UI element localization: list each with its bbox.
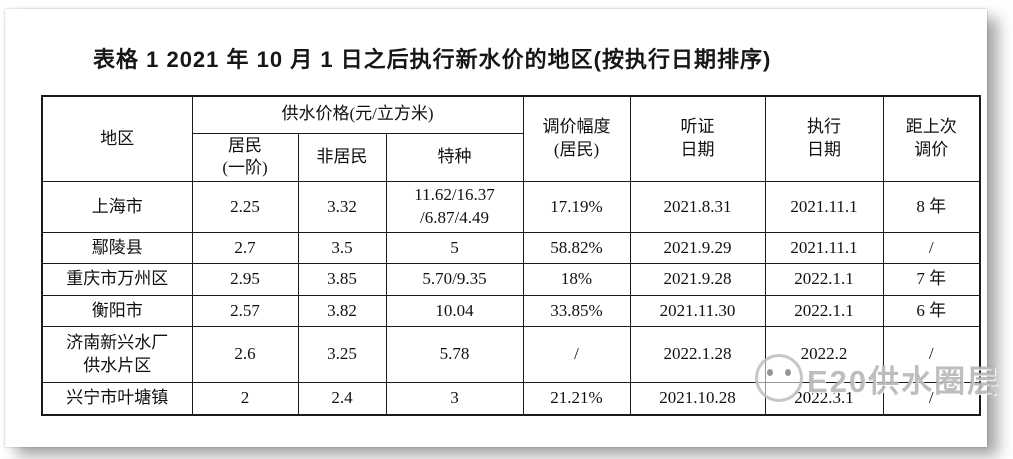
cell-effective-date: 2022.3.1 xyxy=(764,382,884,416)
cell-hearing-date: 2021.9.29 xyxy=(629,232,766,265)
cell-effective-date: 2021.11.1 xyxy=(764,181,884,234)
cell-adjustment: 21.21% xyxy=(522,382,631,416)
cell-special-price: 5 xyxy=(385,232,524,265)
header-special: 特种 xyxy=(385,132,524,183)
table-row: 兴宁市叶塘镇 2 2.4 3 21.21% 2021.10.28 2022.3.… xyxy=(41,382,981,416)
table-row: 鄢陵县 2.7 3.5 5 58.82% 2021.9.29 2021.11.1… xyxy=(41,232,981,265)
cell-resident-price: 2.95 xyxy=(191,263,299,297)
cell-since-last: 6 年 xyxy=(882,295,981,328)
cell-hearing-date: 2021.8.31 xyxy=(629,181,766,234)
cell-non-resident-price: 3.25 xyxy=(297,326,387,384)
cell-resident-price: 2 xyxy=(191,382,299,416)
cell-non-resident-price: 3.85 xyxy=(297,263,387,297)
cell-special-price: 5.78 xyxy=(385,326,524,384)
cell-effective-date: 2022.1.1 xyxy=(764,295,884,328)
cell-region: 衡阳市 xyxy=(41,295,193,328)
header-region: 地区 xyxy=(41,95,193,183)
cell-special-price: 3 xyxy=(385,382,524,416)
header-row-2: 居民 (一阶) 非居民 特种 xyxy=(42,132,980,183)
cell-hearing-date: 2021.9.28 xyxy=(629,263,766,297)
cell-since-last: / xyxy=(882,232,981,265)
cell-effective-date: 2022.1.1 xyxy=(764,263,884,297)
cell-resident-price: 2.57 xyxy=(191,295,299,328)
cell-adjustment: 17.19% xyxy=(522,181,631,234)
cell-special-price: 11.62/16.37 /6.87/4.49 xyxy=(385,181,524,234)
water-price-table: 地区 供水价格(元/立方米) 调价幅度 (居民) 听证 日期 执行 日期 距上次… xyxy=(41,95,981,416)
cell-since-last: / xyxy=(882,326,981,384)
cell-region: 兴宁市叶塘镇 xyxy=(41,382,193,416)
table-row: 济南新兴水厂 供水片区 2.6 3.25 5.78 / 2022.1.28 20… xyxy=(41,326,981,384)
cell-non-resident-price: 3.82 xyxy=(297,295,387,328)
cell-adjustment: 18% xyxy=(522,263,631,297)
cell-non-resident-price: 3.32 xyxy=(297,181,387,234)
cell-region: 上海市 xyxy=(41,181,193,234)
cell-region: 济南新兴水厂 供水片区 xyxy=(41,326,193,384)
cell-resident-price: 2.25 xyxy=(191,181,299,234)
table-row: 衡阳市 2.57 3.82 10.04 33.85% 2021.11.30 20… xyxy=(41,295,981,328)
cell-hearing-date: 2022.1.28 xyxy=(629,326,766,384)
header-since-last: 距上次 调价 xyxy=(882,95,981,183)
header-non-resident: 非居民 xyxy=(297,132,387,183)
header-effective-date: 执行 日期 xyxy=(764,95,884,183)
cell-special-price: 5.70/9.35 xyxy=(385,263,524,297)
cell-region: 鄢陵县 xyxy=(41,232,193,265)
cell-effective-date: 2022.2 xyxy=(764,326,884,384)
header-adjustment: 调价幅度 (居民) xyxy=(522,95,631,183)
cell-non-resident-price: 3.5 xyxy=(297,232,387,265)
cell-region: 重庆市万州区 xyxy=(41,263,193,297)
cell-non-resident-price: 2.4 xyxy=(297,382,387,416)
cell-resident-price: 2.7 xyxy=(191,232,299,265)
table-caption: 表格 1 2021 年 10 月 1 日之后执行新水价的地区(按执行日期排序) xyxy=(93,47,772,72)
header-row-1: 地区 供水价格(元/立方米) 调价幅度 (居民) 听证 日期 执行 日期 距上次… xyxy=(41,95,981,183)
cell-adjustment: / xyxy=(522,326,631,384)
cell-hearing-date: 2021.11.30 xyxy=(629,295,766,328)
cell-since-last: 8 年 xyxy=(882,181,981,234)
header-resident: 居民 (一阶) xyxy=(191,132,299,183)
cell-hearing-date: 2021.10.28 xyxy=(629,382,766,416)
cell-since-last: / xyxy=(882,382,981,416)
cell-adjustment: 33.85% xyxy=(522,295,631,328)
header-price-group: 供水价格(元/立方米) xyxy=(191,95,524,134)
cell-since-last: 7 年 xyxy=(882,263,981,297)
cell-resident-price: 2.6 xyxy=(191,326,299,384)
cell-adjustment: 58.82% xyxy=(522,232,631,265)
document-page: 表格 1 2021 年 10 月 1 日之后执行新水价的地区(按执行日期排序) … xyxy=(5,9,987,447)
table-row: 重庆市万州区 2.95 3.85 5.70/9.35 18% 2021.9.28… xyxy=(41,263,981,297)
table-row: 上海市 2.25 3.32 11.62/16.37 /6.87/4.49 17.… xyxy=(41,181,981,234)
header-hearing-date: 听证 日期 xyxy=(629,95,766,183)
cell-effective-date: 2021.11.1 xyxy=(764,232,884,265)
cell-special-price: 10.04 xyxy=(385,295,524,328)
